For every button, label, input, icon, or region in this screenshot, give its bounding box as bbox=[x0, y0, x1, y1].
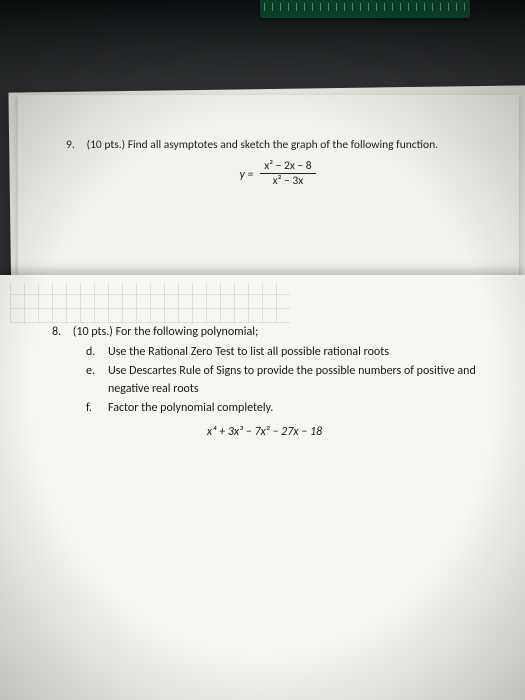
q9-equation: y = x² − 2x − 8 x² − 3x bbox=[66, 160, 489, 190]
q8-lead: For the following polynomial; bbox=[116, 325, 259, 339]
q8-subparts: d. Use the Rational Zero Test to list al… bbox=[86, 343, 477, 417]
q9-prompt: Find all asymptotes and sketch the graph… bbox=[128, 138, 438, 152]
worksheet-page-q9: 9. (10 pts.) Find all asymptotes and ske… bbox=[18, 95, 519, 295]
q8-points: (10 pts.) bbox=[73, 325, 113, 339]
q8-item-text: Use the Rational Zero Test to list all p… bbox=[108, 343, 477, 362]
q9-number: 9. bbox=[66, 137, 84, 154]
photo-scene: 9. (10 pts.) Find all asymptotes and ske… bbox=[0, 0, 525, 700]
q8-number: 8. bbox=[52, 323, 70, 341]
q9-eq-lhs: y = bbox=[239, 168, 253, 182]
q9-numerator: x² − 2x − 8 bbox=[260, 160, 315, 175]
q8-item: e. Use Descartes Rule of Signs to provid… bbox=[86, 362, 477, 399]
paper-stack: 9. (10 pts.) Find all asymptotes and ske… bbox=[0, 95, 525, 700]
q9-prompt-line: 9. (10 pts.) Find all asymptotes and ske… bbox=[66, 137, 489, 154]
q8-prompt-line: 8. (10 pts.) For the following polynomia… bbox=[52, 323, 477, 341]
worksheet-page-q8: 8. (10 pts.) For the following polynomia… bbox=[0, 275, 525, 700]
q9-points: (10 pts.) bbox=[87, 138, 125, 152]
graph-grid-background bbox=[10, 283, 290, 323]
q8-item: f. Factor the polynomial completely. bbox=[86, 399, 477, 418]
q8-item-text: Use Descartes Rule of Signs to provide t… bbox=[108, 362, 477, 399]
q8-item-letter: f. bbox=[86, 399, 108, 418]
q8-item-text: Factor the polynomial completely. bbox=[108, 399, 477, 418]
q8-item-letter: d. bbox=[86, 343, 108, 362]
q8-item-letter: e. bbox=[86, 362, 108, 399]
q8-item: d. Use the Rational Zero Test to list al… bbox=[86, 343, 477, 362]
q9-fraction: x² − 2x − 8 x² − 3x bbox=[260, 160, 315, 190]
q9-denominator: x² − 3x bbox=[260, 174, 315, 189]
q8-polynomial: x⁴ + 3x³ − 7x² − 27x − 18 bbox=[52, 425, 477, 439]
ruler bbox=[260, 0, 470, 18]
